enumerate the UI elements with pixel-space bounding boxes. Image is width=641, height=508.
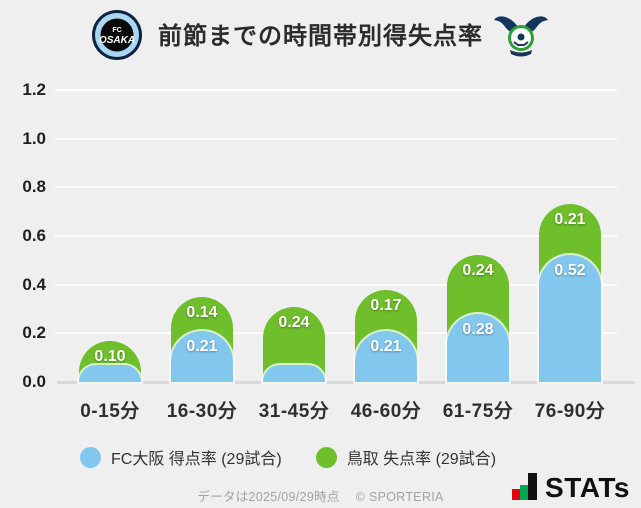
- copyright: © SPORTERIA: [355, 490, 444, 504]
- chart-legend: FC大阪 得点率 (29試合) 鳥取 失点率 (29試合): [80, 445, 496, 469]
- bar-segment-fcosaka-score: 0.52: [539, 255, 601, 382]
- x-axis-category-label: 76-90分: [534, 401, 606, 422]
- stats-logo: STATs: [512, 472, 630, 504]
- gainare-tottori-emblem-icon: [494, 16, 548, 57]
- gridline: [55, 137, 617, 140]
- legend-swatch: [315, 446, 337, 468]
- bar-value-label: 0.28: [462, 320, 494, 338]
- legend-swatch: [80, 446, 101, 468]
- bar-value-label: 0.17: [370, 296, 402, 314]
- y-axis-tick-label: 1.2: [22, 80, 46, 99]
- bar-value-label: 0.10: [94, 347, 126, 365]
- stats-bar-chart-icon: [512, 473, 538, 500]
- gridline: [55, 89, 617, 91]
- bar-segment-fcosaka-score: 0.28: [447, 313, 509, 382]
- svg-text:FC: FC: [112, 27, 121, 34]
- bar-segment-fcosaka-score: [263, 364, 325, 382]
- x-axis-category-label: 61-75分: [442, 401, 514, 422]
- y-axis-tick-label: 1.0: [22, 128, 46, 148]
- bar-value-label: 0.24: [462, 262, 494, 280]
- data-note: データは2025/09/29時点: [197, 490, 340, 504]
- gainare-tottori-logo: [494, 11, 548, 59]
- footnote: データは2025/09/29時点 © SPORTERIA: [0, 486, 641, 505]
- x-axis-category-label: 0-15分: [80, 401, 140, 422]
- bar-group: 0.14 0.21: [171, 90, 233, 382]
- bar-value-label: 0.14: [186, 303, 218, 321]
- bar-value-label: 0.21: [370, 337, 402, 355]
- y-axis-tick-label: 0.4: [22, 274, 46, 294]
- bar-segment-fcosaka-score: 0.21: [171, 330, 233, 382]
- bar-value-label: 0.21: [186, 337, 218, 355]
- gridline: [55, 186, 617, 189]
- x-axis-category-label: 16-30分: [166, 401, 238, 422]
- fc-osaka-logo: FC OSAKA: [91, 9, 143, 61]
- gridline: [55, 235, 617, 237]
- chart-plot-area: 0.10 0.14 0.21 0.24 0.17 0.21 0.24 0.28 0.21 0.52: [55, 89, 635, 384]
- bar-group: 0.24 0.28: [447, 90, 509, 382]
- bar-value-label: 0.52: [554, 262, 586, 280]
- bar-group: 0.17 0.21: [355, 90, 417, 382]
- x-axis-category-label: 46-60分: [350, 401, 422, 422]
- stats-logo-text: STATs: [545, 472, 630, 504]
- bar-group: 0.10: [79, 90, 141, 382]
- x-axis-category-label: 31-45分: [258, 401, 330, 422]
- y-axis-tick-label: 0.6: [22, 226, 46, 245]
- bar-value-label: 0.24: [278, 313, 310, 331]
- bar-segment-fcosaka-score: [79, 364, 141, 382]
- legend-label: 鳥取 失点率 (29試合): [346, 451, 497, 468]
- legend-item: FC大阪 得点率 (29試合): [80, 445, 282, 469]
- x-axis-line: [57, 381, 635, 384]
- bar-group: 0.24: [263, 90, 325, 382]
- y-axis-tick-label: 0.2: [22, 323, 46, 343]
- chart-title: 前節までの時間帯別得失点率: [158, 23, 483, 50]
- legend-item: 鳥取 失点率 (29試合): [315, 445, 497, 469]
- bar-group: 0.21 0.52: [539, 90, 601, 382]
- y-axis-tick-label: 0.0: [22, 372, 46, 391]
- bar-segment-fcosaka-score: 0.21: [355, 330, 417, 382]
- legend-label: FC大阪 得点率 (29試合): [111, 451, 282, 468]
- fc-osaka-emblem-icon: FC OSAKA: [92, 10, 142, 60]
- gridline: [55, 283, 617, 286]
- bar-value-label: 0.21: [554, 211, 586, 229]
- y-axis-tick-label: 0.8: [22, 177, 46, 197]
- svg-text:OSAKA: OSAKA: [99, 35, 135, 46]
- gridline: [55, 332, 617, 335]
